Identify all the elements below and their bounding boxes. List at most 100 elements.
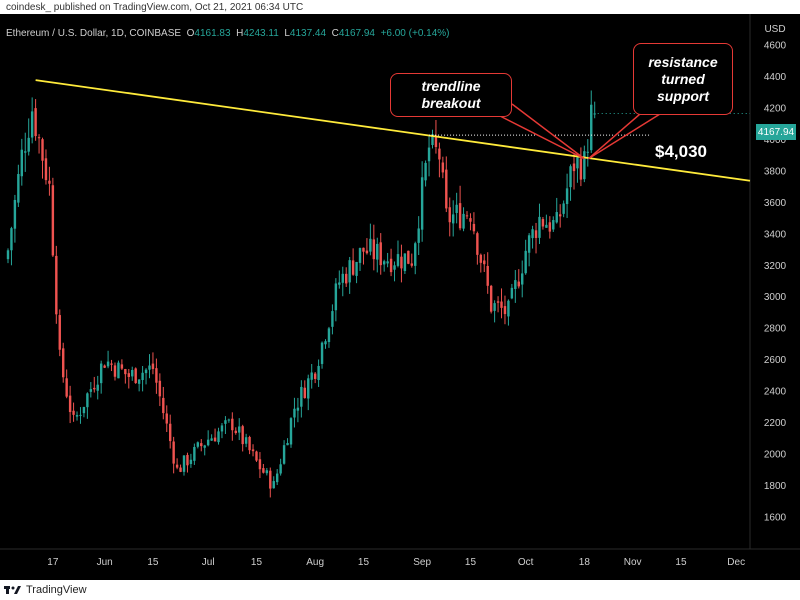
candle-body <box>579 158 583 180</box>
trendline <box>35 79 751 182</box>
candle-body <box>593 113 596 115</box>
candle-body <box>458 203 462 229</box>
candle-body <box>110 363 113 365</box>
candle-body <box>334 283 338 311</box>
candle-body <box>41 139 44 161</box>
trendline-breakout-text: trendline breakout <box>421 78 481 111</box>
candle-body <box>417 228 420 243</box>
candle-body <box>55 255 58 315</box>
candle-body <box>282 445 286 464</box>
candle-body <box>531 229 534 239</box>
price-chart[interactable]: USD 1600 1800 2000 2200 2400 2600 2800 3000 3200 3… <box>0 14 800 580</box>
candle-body <box>424 162 427 181</box>
y-tick-label: 2400 <box>764 387 787 398</box>
high-value: 4243.11 <box>243 28 279 39</box>
candle-body <box>527 235 531 253</box>
x-tick-label: 15 <box>675 557 687 568</box>
candle-body <box>496 301 500 303</box>
candle-body <box>313 373 317 379</box>
candle-body <box>172 441 175 464</box>
candle-body <box>410 263 413 266</box>
candle-body <box>565 188 569 205</box>
y-tick-label: 3400 <box>764 229 787 240</box>
candle-body <box>65 378 68 397</box>
candle-body <box>182 455 186 472</box>
candle-body <box>165 413 168 424</box>
candle-body <box>51 185 55 256</box>
y-tick-label: 4000 <box>764 135 787 146</box>
y-tick-label: 4400 <box>764 72 787 83</box>
candle-body <box>175 464 179 468</box>
candle-body <box>414 243 417 266</box>
candle-body <box>48 180 51 184</box>
candle-body <box>186 454 189 466</box>
candle-body <box>393 265 396 270</box>
candle-body <box>224 420 227 424</box>
low-label: L <box>284 28 290 39</box>
candle-body <box>62 348 65 378</box>
candle-body <box>431 134 434 146</box>
x-tick-label: 15 <box>251 557 263 568</box>
x-tick-label: Dec <box>727 557 745 568</box>
candle-body <box>262 468 265 473</box>
candle-body <box>30 111 34 138</box>
candle-body <box>420 177 424 230</box>
candle-body <box>158 380 162 397</box>
candle-body <box>462 213 465 229</box>
brand-name[interactable]: TradingView <box>26 584 87 596</box>
candle-body <box>200 443 203 447</box>
candle-body <box>20 149 24 177</box>
candle-body <box>86 393 89 408</box>
footer-bar: TradingView <box>0 580 800 600</box>
candle-body <box>493 303 496 311</box>
x-tick-label: 15 <box>147 557 159 568</box>
candle-body <box>141 372 144 381</box>
candle-body <box>448 207 451 223</box>
candle-body <box>24 151 27 153</box>
x-tick-label: Jun <box>97 557 113 568</box>
change-value: +6.00 (+0.14%) <box>380 28 450 39</box>
price-level-callout: $4,030 <box>655 142 707 161</box>
candle-body <box>562 203 565 214</box>
chart-area[interactable]: USD 1600 1800 2000 2200 2400 2600 2800 3000 3200 3… <box>0 14 800 580</box>
candle-body <box>17 174 20 203</box>
x-tick-label: 15 <box>358 557 370 568</box>
symbol-name: Ethereum / U.S. Dollar, 1D, COINBASE <box>6 28 182 39</box>
candle-body <box>231 418 234 431</box>
candle-body <box>258 459 262 470</box>
candle-body <box>241 426 244 445</box>
close-label: C <box>331 28 339 39</box>
y-tick-label: 2200 <box>764 418 787 429</box>
candle-body <box>469 218 472 222</box>
candle-body <box>348 260 351 283</box>
candle-body <box>572 163 576 172</box>
candle-body <box>586 151 590 153</box>
candle-body <box>455 204 458 213</box>
candle-body <box>382 261 386 265</box>
y-tick-label: 2000 <box>764 450 787 461</box>
candle-body <box>58 315 61 350</box>
candle-body <box>555 212 558 223</box>
candle-body <box>472 223 476 232</box>
candle-body <box>75 415 79 417</box>
candle-body <box>96 384 99 391</box>
y-tick-label: 3000 <box>764 292 787 303</box>
y-tick-label: 3600 <box>764 198 787 209</box>
candle-body <box>244 437 248 444</box>
candle-body <box>137 379 141 384</box>
candle-body <box>213 437 217 442</box>
candle-body <box>324 341 327 345</box>
candle-body <box>376 243 379 260</box>
close-value: 4167.94 <box>338 28 375 39</box>
last-price-text: 4167.94 <box>757 126 795 138</box>
candle-body <box>583 151 586 180</box>
candle-body <box>362 247 365 252</box>
candle-body <box>189 459 193 464</box>
candle-body <box>389 258 393 273</box>
candle-body <box>248 437 251 451</box>
candle-body <box>106 361 110 367</box>
candle-body <box>569 166 572 188</box>
candle-body <box>386 261 389 264</box>
candle-body <box>327 328 331 343</box>
candle-body <box>303 387 307 398</box>
